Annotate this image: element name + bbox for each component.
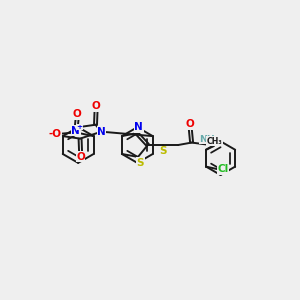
- Text: N: N: [97, 127, 106, 137]
- Text: S: S: [137, 158, 144, 168]
- Text: O: O: [92, 101, 100, 111]
- Text: N: N: [71, 126, 80, 136]
- Text: N: N: [134, 122, 143, 132]
- Text: CH₃: CH₃: [206, 136, 222, 146]
- Text: S: S: [159, 146, 167, 156]
- Text: Cl: Cl: [218, 164, 229, 174]
- Text: O: O: [186, 119, 195, 129]
- Text: NH: NH: [199, 135, 215, 144]
- Text: +: +: [77, 124, 83, 130]
- Text: O: O: [73, 109, 81, 119]
- Text: -O: -O: [49, 129, 62, 139]
- Text: O: O: [76, 152, 85, 162]
